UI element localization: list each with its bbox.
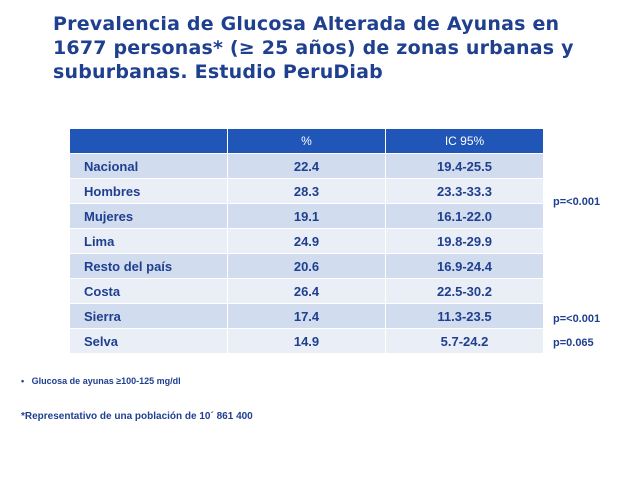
row-ci: 11.3-23.5 bbox=[385, 303, 544, 329]
table-row: Nacional 22.4 19.4-25.5 bbox=[69, 153, 544, 179]
row-label: Selva bbox=[69, 328, 228, 354]
row-percent: 28.3 bbox=[227, 178, 386, 204]
table-row: Costa 26.4 22.5-30.2 bbox=[69, 278, 544, 304]
row-label: Sierra bbox=[69, 303, 228, 329]
row-percent: 26.4 bbox=[227, 278, 386, 304]
pvalue-selva: p=0.065 bbox=[553, 337, 594, 349]
row-ci: 19.4-25.5 bbox=[385, 153, 544, 179]
header-percent: % bbox=[227, 128, 386, 154]
representative-note: *Representativo de una población de 10´ … bbox=[21, 411, 253, 422]
row-percent: 14.9 bbox=[227, 328, 386, 354]
header-label bbox=[69, 128, 228, 154]
row-ci: 19.8-29.9 bbox=[385, 228, 544, 254]
row-ci: 16.9-24.4 bbox=[385, 253, 544, 279]
row-label: Costa bbox=[69, 278, 228, 304]
table-row: Selva 14.9 5.7-24.2 bbox=[69, 328, 544, 354]
table-row: Resto del país 20.6 16.9-24.4 bbox=[69, 253, 544, 279]
title-line-1: Prevalencia de Glucosa Alterada de Ayuna… bbox=[53, 13, 560, 35]
row-percent: 22.4 bbox=[227, 153, 386, 179]
table-row: Sierra 17.4 11.3-23.5 bbox=[69, 303, 544, 329]
row-percent: 24.9 bbox=[227, 228, 386, 254]
row-label: Nacional bbox=[69, 153, 228, 179]
row-ci: 5.7-24.2 bbox=[385, 328, 544, 354]
glucose-note-text: Glucosa de ayunas ≥100-125 mg/dl bbox=[31, 376, 181, 386]
table-row: Mujeres 19.1 16.1-22.0 bbox=[69, 203, 544, 229]
row-label: Mujeres bbox=[69, 203, 228, 229]
row-ci: 22.5-30.2 bbox=[385, 278, 544, 304]
row-label: Lima bbox=[69, 228, 228, 254]
title-line-2: 1677 personas* (≥ 25 años) de zonas urba… bbox=[53, 37, 574, 59]
table-header-row: % IC 95% bbox=[69, 128, 544, 154]
title-line-3: suburbanas. Estudio PeruDiab bbox=[53, 61, 383, 83]
bullet-icon: • bbox=[21, 376, 25, 386]
table-row: Lima 24.9 19.8-29.9 bbox=[69, 228, 544, 254]
slide-title: Prevalencia de Glucosa Alterada de Ayuna… bbox=[53, 12, 623, 84]
row-ci: 23.3-33.3 bbox=[385, 178, 544, 204]
row-percent: 19.1 bbox=[227, 203, 386, 229]
table-row: Hombres 28.3 23.3-33.3 bbox=[69, 178, 544, 204]
glucose-note: • Glucosa de ayunas ≥100-125 mg/dl bbox=[21, 376, 181, 386]
row-label: Resto del país bbox=[69, 253, 228, 279]
header-ci: IC 95% bbox=[385, 128, 544, 154]
row-label: Hombres bbox=[69, 178, 228, 204]
pvalue-region: p=<0.001 bbox=[553, 313, 601, 325]
row-percent: 20.6 bbox=[227, 253, 386, 279]
pvalue-sex: p=<0.001 bbox=[553, 196, 601, 208]
row-ci: 16.1-22.0 bbox=[385, 203, 544, 229]
prevalence-table: % IC 95% Nacional 22.4 19.4-25.5 Hombres… bbox=[69, 128, 544, 354]
row-percent: 17.4 bbox=[227, 303, 386, 329]
